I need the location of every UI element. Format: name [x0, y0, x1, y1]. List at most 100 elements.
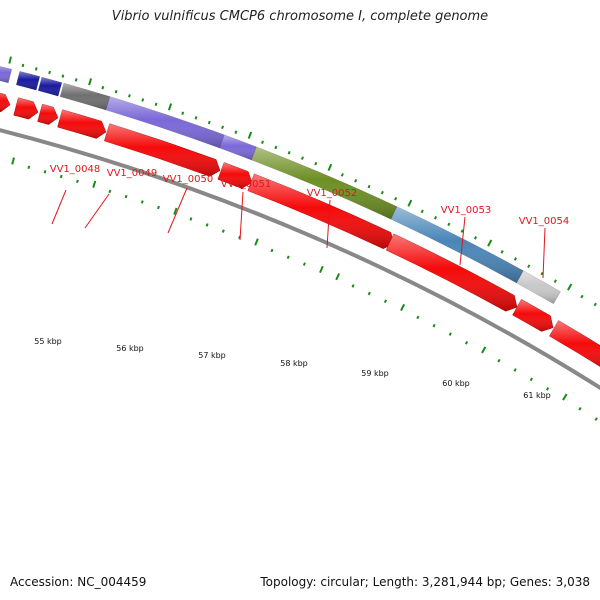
skew-tick	[529, 377, 533, 382]
skew-tick	[11, 157, 15, 165]
gc-tick	[61, 74, 65, 78]
gc-tick	[394, 196, 398, 201]
gc-content-ticks	[8, 56, 597, 307]
callout-line	[542, 227, 546, 279]
kbp-label: 59 kbp	[361, 369, 389, 378]
gc-tick	[114, 89, 118, 94]
cds-arrow-shade	[37, 104, 58, 125]
gc-tick	[380, 190, 384, 195]
gc-tick	[553, 279, 557, 283]
cds-arrow-shade	[13, 97, 39, 120]
skew-tick	[448, 332, 452, 336]
skew-tick	[464, 341, 469, 345]
gc-tick	[128, 94, 131, 98]
skew-tick	[302, 262, 306, 266]
callout-line	[326, 199, 331, 249]
callout-line	[84, 193, 110, 229]
gc-tick	[367, 184, 371, 189]
gc-tick	[101, 85, 105, 90]
gc-tick	[300, 156, 304, 160]
feature-block-shade	[251, 146, 397, 220]
kbp-label: 58 kbp	[280, 359, 308, 368]
skew-tick	[189, 217, 193, 221]
callout-line	[459, 216, 466, 266]
skew-tick	[481, 346, 487, 354]
kbp-label: 56 kbp	[116, 344, 144, 353]
gc-tick	[447, 222, 451, 227]
gc-tick	[48, 70, 51, 75]
skew-tick	[351, 284, 355, 288]
skew-tick	[578, 406, 582, 411]
cds-arrow-shade	[0, 93, 10, 112]
feature-block-shade	[0, 66, 12, 83]
skew-tick	[205, 223, 209, 227]
cds-arrow-shade	[104, 123, 220, 177]
gc-tick	[181, 111, 185, 115]
skew-tick	[286, 255, 290, 260]
skew-tick	[254, 238, 259, 246]
gene-label: VV1_0052	[307, 188, 358, 199]
gene-label: VV1_0048	[50, 164, 101, 175]
callout-line	[51, 189, 67, 225]
skew-tick	[416, 315, 420, 320]
feature-block-shade	[219, 134, 257, 160]
backbone-ring	[0, 128, 600, 391]
skew-tick	[594, 417, 598, 421]
gc-skew-ticks	[11, 157, 598, 421]
feature-track	[0, 66, 561, 305]
cds-arrow-shade	[247, 173, 394, 249]
gc-tick	[487, 239, 493, 247]
gc-tick	[167, 103, 173, 111]
skew-tick	[319, 265, 324, 274]
gc-tick	[194, 116, 198, 120]
skew-tick	[432, 323, 436, 328]
feature-block-shade	[38, 77, 62, 97]
skew-tick	[140, 200, 144, 204]
skew-tick	[335, 273, 340, 281]
feature-block-shade	[105, 96, 225, 149]
map-title: Vibrio vulnificus CMCP6 chromosome I, co…	[111, 9, 489, 24]
cds-arrow-shade	[549, 320, 600, 367]
skew-tick	[270, 248, 274, 253]
topology-summary: Topology: circular; Length: 3,281,944 bp…	[260, 575, 590, 589]
gc-tick	[21, 63, 25, 68]
skew-tick	[367, 291, 371, 296]
gc-tick	[34, 67, 38, 71]
gc-tick	[473, 236, 478, 240]
cds-arrow-shade	[512, 299, 553, 332]
gc-tick	[221, 125, 225, 130]
gc-tick	[500, 250, 504, 254]
gc-tick	[247, 131, 253, 139]
cds-track	[0, 92, 600, 367]
gene-label: VV1_0053	[441, 205, 492, 216]
skew-tick	[221, 229, 225, 233]
gc-tick	[8, 56, 12, 64]
feature-block-shade	[60, 83, 111, 111]
gene-callouts: VV1_0048 VV1_0049 VV1_0050 VV1_0051 VV1_0052…	[50, 164, 569, 279]
skew-tick	[27, 165, 31, 170]
skew-tick	[497, 358, 501, 363]
gc-tick	[354, 178, 358, 183]
gc-tick	[261, 140, 265, 145]
skew-tick	[59, 174, 63, 179]
gc-tick	[527, 264, 531, 269]
cds-arrow-shade	[57, 109, 106, 139]
gc-tick	[314, 161, 318, 166]
gc-tick	[567, 283, 573, 291]
accession-text: Accession: NC_004459	[10, 575, 147, 589]
gc-tick	[274, 145, 278, 150]
kbp-label: 57 kbp	[198, 351, 226, 360]
skew-tick	[562, 393, 568, 401]
gc-tick	[141, 98, 145, 102]
cds-arrow-shade	[217, 162, 252, 189]
gc-tick	[234, 130, 238, 134]
feature-block-shade	[391, 206, 524, 283]
gc-tick	[513, 257, 518, 261]
skew-tick	[43, 170, 47, 174]
gc-tick	[74, 78, 78, 82]
gc-tick	[88, 78, 93, 86]
feature-block-shade	[516, 270, 561, 304]
gc-tick	[593, 302, 597, 307]
skew-tick	[545, 387, 550, 391]
